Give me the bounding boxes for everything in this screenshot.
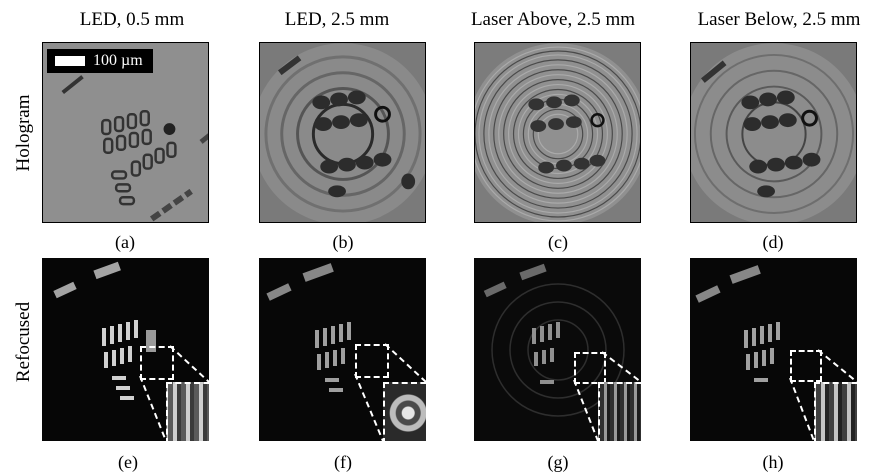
refocused-panel-f — [259, 258, 426, 441]
caption-f: (f) — [334, 452, 352, 472]
column-title-led-05: LED, 0.5 mm — [79, 9, 185, 30]
zoom-box-f — [355, 344, 389, 378]
caption-h: (h) — [762, 452, 784, 472]
refocused-panel-h — [690, 258, 857, 441]
caption-b: (b) — [332, 232, 354, 252]
caption-c: (c) — [548, 232, 568, 252]
hologram-panel-b — [259, 42, 426, 223]
zoom-inset-f — [383, 382, 426, 441]
column-title-laser-below: Laser Below, 2.5 mm — [697, 9, 861, 30]
zoom-connector-h — [789, 349, 857, 441]
hologram-image-c — [475, 43, 640, 222]
hologram-panel-a: 100 µm — [42, 42, 209, 223]
hologram-panel-c — [474, 42, 641, 223]
scale-bar-label: 100 µm — [93, 52, 143, 69]
scale-bar: 100 µm — [47, 49, 153, 73]
zoom-connector-e — [139, 345, 209, 441]
zoom-box-g — [574, 352, 606, 384]
zoom-box-h — [790, 350, 822, 382]
zoom-box-e — [140, 346, 174, 380]
hologram-image-d — [691, 43, 856, 222]
caption-d: (d) — [762, 232, 784, 252]
caption-e: (e) — [118, 452, 138, 472]
zoom-inset-e — [166, 382, 209, 441]
row-label-refocused: Refocused — [13, 301, 34, 383]
zoom-inset-h — [814, 382, 857, 441]
caption-g: (g) — [547, 452, 569, 472]
zoom-connector-g — [573, 351, 641, 441]
column-title-led-25: LED, 2.5 mm — [284, 9, 390, 30]
caption-a: (a) — [115, 232, 135, 252]
zoom-connector-f — [354, 343, 426, 441]
scale-bar-line — [55, 56, 85, 66]
hologram-panel-d — [690, 42, 857, 223]
refocused-panel-e — [42, 258, 209, 441]
row-label-hologram: Hologram — [13, 94, 34, 172]
zoom-inset-g — [598, 382, 641, 441]
hologram-image-b — [260, 43, 425, 222]
refocused-panel-g — [474, 258, 641, 441]
column-title-laser-above: Laser Above, 2.5 mm — [470, 9, 636, 30]
